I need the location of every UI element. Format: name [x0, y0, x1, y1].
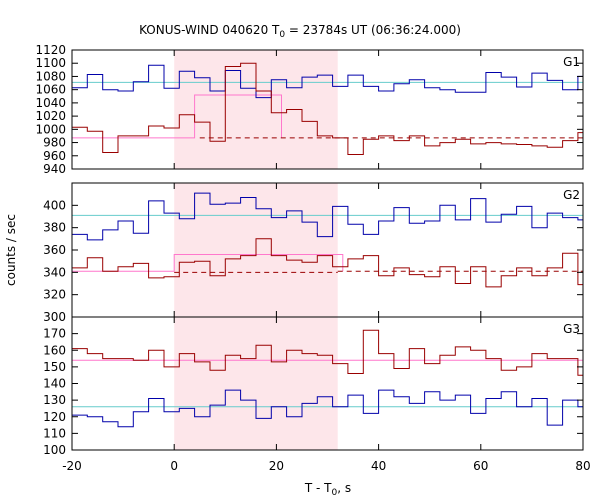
series-red-g3: [72, 329, 583, 376]
x-tick-label: 0: [170, 459, 178, 473]
y-tick-label: 1080: [35, 69, 66, 83]
y-tick-label: 320: [43, 288, 66, 302]
y-tick-label: 980: [43, 136, 66, 150]
series-red-g2: [72, 238, 583, 288]
y-tick-label: 1040: [35, 96, 66, 110]
x-tick-label: 40: [371, 459, 386, 473]
y-tick-label: 100: [43, 443, 66, 457]
shaded-interval: [174, 317, 338, 450]
x-tick-label: 60: [473, 459, 488, 473]
y-tick-label: 170: [43, 327, 66, 341]
x-tick-label: -20: [62, 459, 82, 473]
panel-label: G3: [563, 322, 580, 336]
y-tick-label: 300: [43, 310, 66, 324]
y-tick-label: 360: [43, 243, 66, 257]
fit-level-line: [72, 254, 344, 272]
x-axis-label: T - T0, s: [304, 481, 351, 498]
y-tick-label: 1100: [35, 56, 66, 70]
y-tick-label: 340: [43, 265, 66, 279]
y-tick-label: 120: [43, 410, 66, 424]
panel-label: G2: [563, 188, 580, 202]
x-tick-label: 80: [575, 459, 590, 473]
svg-text:T - T0, s: T - T0, s: [304, 481, 351, 498]
fit-level-line: [72, 94, 282, 139]
y-tick-label: 1000: [35, 122, 66, 136]
series-red-g1: [72, 62, 583, 155]
panel-series: [72, 192, 583, 288]
panel-label: G1: [563, 55, 580, 69]
x-tick-label: 20: [269, 459, 284, 473]
y-tick-label: 160: [43, 343, 66, 357]
y-tick-label: 110: [43, 426, 66, 440]
y-tick-label: 960: [43, 149, 66, 163]
y-tick-label: 380: [43, 221, 66, 235]
y-tick-label: 940: [43, 162, 66, 176]
series-blue-g1: [72, 64, 583, 99]
chart-title: KONUS-WIND 040620 T0 = 23784s UT (06:36:…: [139, 23, 461, 40]
series-blue-g2: [72, 192, 583, 241]
y-tick-label: 1120: [35, 43, 66, 57]
y-tick-label: 1020: [35, 109, 66, 123]
y-tick-label: 140: [43, 377, 66, 391]
panel-series: [72, 62, 583, 155]
y-tick-label: 130: [43, 393, 66, 407]
panel-series: [72, 329, 583, 428]
svg-text:KONUS-WIND 040620 T0 = 23784s: KONUS-WIND 040620 T0 = 23784s UT (06:36:…: [139, 23, 461, 40]
y-tick-label: 400: [43, 198, 66, 212]
panel-frame: [71, 49, 584, 170]
y-tick-label: 1060: [35, 83, 66, 97]
y-axis-label: counts / sec: [4, 214, 18, 286]
y-tick-label: 150: [43, 360, 66, 374]
panel-g3: 100 110 120 130 140 150 160 170 G3: [43, 316, 584, 457]
panel-g2: 300 320 340 360 380 400 G2: [43, 182, 584, 324]
series-blue-g3: [72, 389, 583, 428]
